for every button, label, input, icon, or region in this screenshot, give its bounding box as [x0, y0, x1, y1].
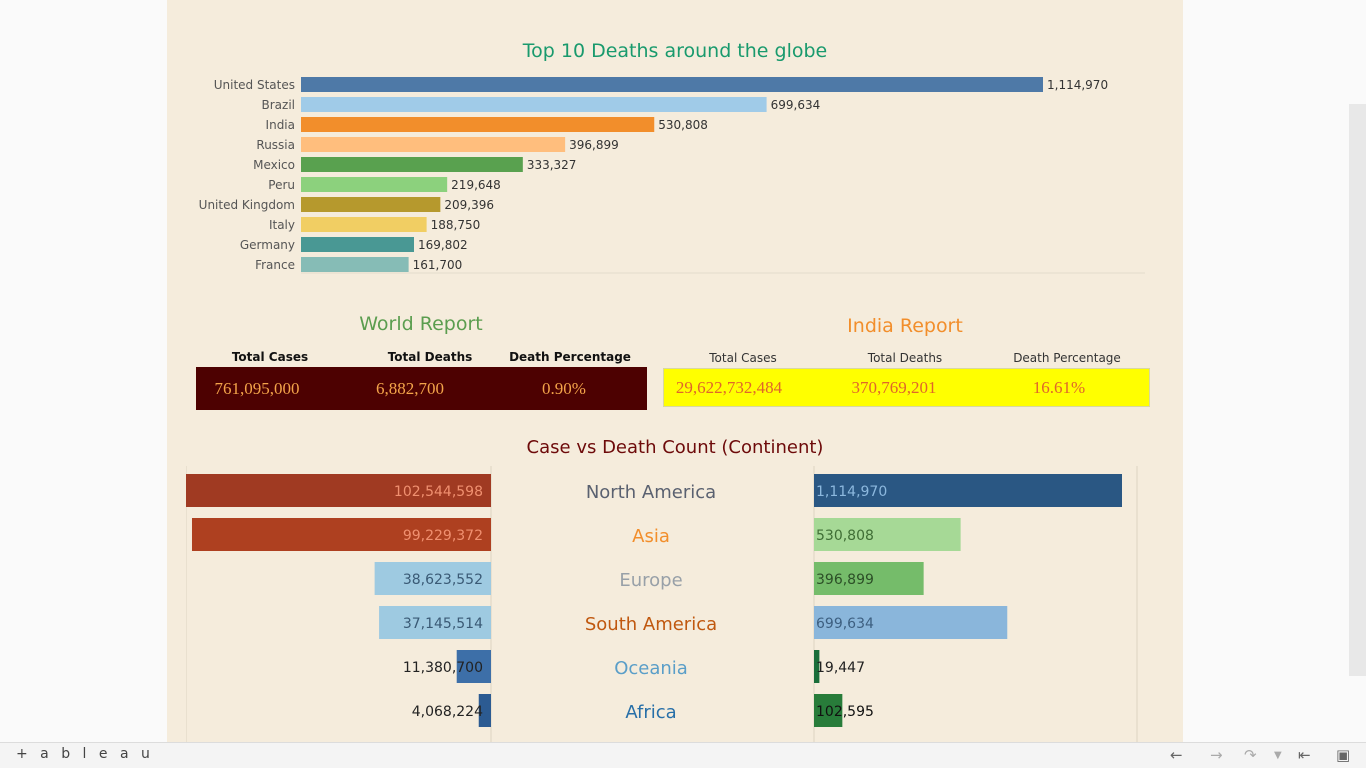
deaths-bar[interactable] [814, 606, 1008, 639]
cases-bar[interactable] [478, 694, 491, 727]
deaths-bar[interactable] [814, 474, 1122, 507]
top10-bar[interactable] [301, 197, 441, 212]
india-total-cases: 29,622,732,484 [675, 378, 783, 397]
deaths-value-label: 396,899 [816, 572, 874, 588]
continent-name: South America [585, 614, 717, 635]
continent-name: Africa [625, 702, 676, 723]
world-header-total-cases: Total Cases [231, 350, 309, 364]
cases-bar[interactable] [186, 474, 491, 507]
continent-name: Oceania [614, 658, 688, 679]
world-death-percentage: 0.90% [542, 379, 586, 398]
cases-value-label: 99,229,372 [403, 528, 483, 544]
top10-country-label: Italy [269, 218, 295, 232]
top10-country-label: Mexico [253, 158, 295, 172]
top10-country-label: United Kingdom [199, 198, 295, 212]
deaths-bar[interactable] [814, 650, 820, 683]
top10-bar[interactable] [301, 157, 523, 172]
top10-value-label: 396,899 [569, 138, 619, 152]
top10-chart: United States 1,114,970 Brazil 699,634 India… [199, 77, 1145, 274]
top10-bar[interactable] [301, 117, 655, 132]
continent-name: Asia [632, 526, 670, 547]
top10-bar[interactable] [301, 177, 448, 192]
cases-value-label: 102,544,598 [394, 484, 483, 500]
continent-name: Europe [619, 570, 682, 591]
top10-title: Top 10 Deaths around the globe [522, 40, 828, 62]
viewport: Top 10 Deaths around the globe United St… [167, 0, 1366, 742]
top10-value-label: 530,808 [658, 118, 708, 132]
top10-value-label: 219,648 [451, 178, 501, 192]
redo-icon[interactable]: → [1210, 746, 1223, 764]
top10-value-label: 1,114,970 [1047, 78, 1108, 92]
cases-bar[interactable] [456, 650, 491, 683]
deaths-value-label: 699,634 [816, 616, 874, 632]
world-report-box: 761,095,000 6,882,700 0.90% [196, 367, 647, 410]
cases-value-label: 4,068,224 [412, 704, 483, 720]
deaths-value-label: 19,447 [816, 660, 865, 676]
continent-name: North America [586, 482, 716, 503]
top10-bar[interactable] [301, 77, 1043, 92]
top10-value-label: 161,700 [413, 258, 463, 272]
india-header-total-deaths: Total Deaths [867, 351, 943, 365]
cases-bar[interactable] [374, 562, 491, 595]
scrollbar[interactable] [1349, 104, 1366, 676]
top10-country-label: France [255, 258, 295, 272]
world-report-title: World Report [359, 313, 483, 335]
continent-chart-title: Case vs Death Count (Continent) [526, 437, 824, 458]
top10-country-label: Brazil [262, 98, 296, 112]
top10-value-label: 188,750 [431, 218, 481, 232]
deaths-bar[interactable] [814, 694, 843, 727]
top10-value-label: 169,802 [418, 238, 468, 252]
india-death-percentage: 16.61% [1032, 378, 1086, 397]
reset-icon[interactable]: ⇤ [1298, 746, 1311, 764]
top10-country-label: India [266, 118, 295, 132]
deaths-bar[interactable] [814, 562, 924, 595]
top10-bar[interactable] [301, 257, 409, 272]
deaths-bar[interactable] [814, 518, 961, 551]
deaths-value-label: 530,808 [816, 528, 874, 544]
top10-value-label: 209,396 [444, 198, 494, 212]
top10-country-label: Germany [240, 238, 295, 252]
dashboard: Top 10 Deaths around the globe United St… [167, 0, 1183, 742]
top10-bar[interactable] [301, 97, 767, 112]
top10-country-label: Peru [268, 178, 295, 192]
cases-bar[interactable] [379, 606, 491, 639]
tableau-logo: + a b l e a u [16, 746, 154, 762]
top10-bar[interactable] [301, 237, 415, 252]
cases-value-label: 37,145,514 [403, 616, 483, 632]
tableau-toolbar: + a b l e a u ← → ↷ ▼ ⇤ ▣ [0, 742, 1366, 768]
chevron-down-icon[interactable]: ▼ [1274, 750, 1282, 761]
cases-value-label: 11,380,700 [403, 660, 483, 676]
india-report-box: 29,622,732,484 370,769,201 16.61% [663, 368, 1150, 407]
top10-bar[interactable] [301, 137, 566, 152]
world-total-deaths: 6,882,700 [376, 379, 444, 398]
world-total-cases: 761,095,000 [214, 379, 300, 398]
revert-icon[interactable]: ↷ [1244, 746, 1257, 764]
top10-country-label: United States [214, 78, 295, 92]
india-report-title: India Report [847, 315, 963, 337]
india-header-death-percentage: Death Percentage [1013, 351, 1121, 365]
top10-value-label: 699,634 [771, 98, 821, 112]
world-header-total-deaths: Total Deaths [387, 350, 473, 364]
india-header-total-cases: Total Cases [709, 351, 777, 365]
top10-bar[interactable] [301, 217, 427, 232]
deaths-value-label: 102,595 [816, 704, 874, 720]
cases-value-label: 38,623,552 [403, 572, 483, 588]
world-header-death-percentage: Death Percentage [509, 350, 631, 364]
deaths-value-label: 1,114,970 [816, 484, 887, 500]
cases-bar[interactable] [191, 518, 491, 551]
continent-chart: 102,544,598 North America 1,114,970 99,229,… [186, 466, 1138, 742]
fullscreen-icon[interactable]: ▣ [1336, 746, 1351, 764]
top10-value-label: 333,327 [527, 158, 577, 172]
top10-country-label: Russia [256, 138, 295, 152]
india-total-deaths: 370,769,201 [851, 378, 937, 397]
undo-icon[interactable]: ← [1170, 746, 1183, 764]
